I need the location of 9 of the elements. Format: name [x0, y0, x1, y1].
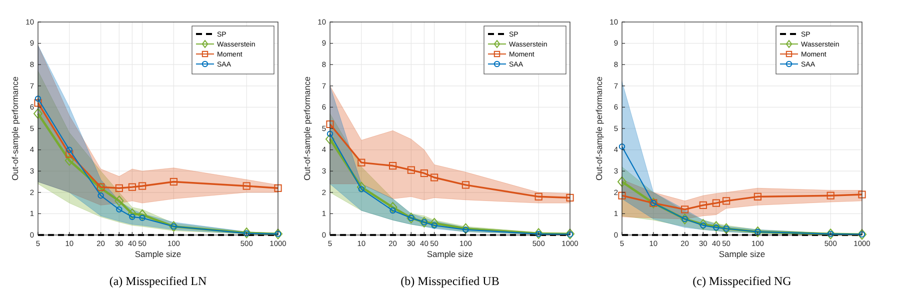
y-axis-title: Out-of-sample performance [10, 76, 20, 180]
text: (c) Misspecified NG [692, 274, 792, 288]
text: (b) Misspecified UB [400, 274, 500, 288]
y-axis-title: Out-of-sample performance [302, 76, 312, 180]
x-axis-title: Sample size [718, 249, 766, 259]
text: (a) Misspecified LN [109, 274, 207, 288]
y-axis-title: Out-of-sample performance [594, 76, 604, 180]
x-axis-title: Sample size [134, 249, 182, 259]
x-axis-title: Sample size [426, 249, 474, 259]
